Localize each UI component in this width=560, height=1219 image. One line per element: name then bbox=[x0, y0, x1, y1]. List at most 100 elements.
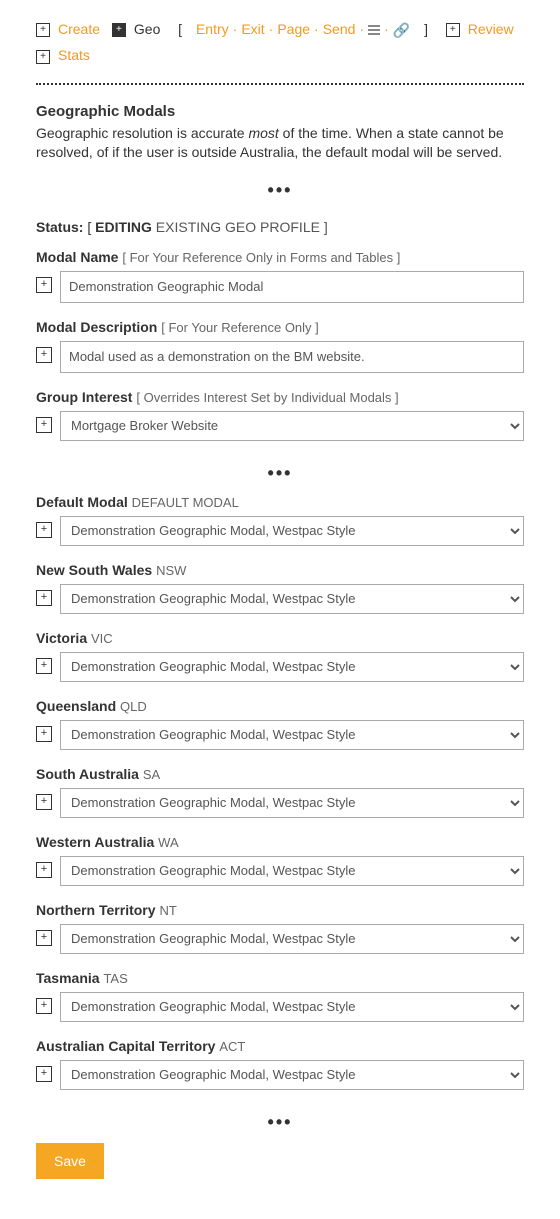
nav-entry[interactable]: Entry bbox=[196, 18, 229, 40]
status-label: Status: bbox=[36, 219, 83, 235]
region-block: Australian Capital Territory ACT + Demonst… bbox=[36, 1038, 524, 1090]
field-label: Victoria VIC bbox=[36, 630, 524, 646]
desc-em: most bbox=[248, 125, 278, 141]
field-modal-description: Modal Description [ For Your Reference O… bbox=[36, 319, 524, 373]
expand-icon[interactable]: + bbox=[36, 862, 52, 878]
field-label: South Australia SA bbox=[36, 766, 524, 782]
label-code: WA bbox=[158, 835, 178, 850]
field-label: Group Interest [ Overrides Interest Set … bbox=[36, 389, 524, 405]
region-select[interactable]: Demonstration Geographic Modal, Westpac … bbox=[60, 584, 524, 614]
section-title: Geographic Modals bbox=[36, 103, 524, 120]
label-code: ACT bbox=[219, 1039, 245, 1054]
expand-icon[interactable]: + bbox=[36, 277, 52, 293]
field-label: Modal Name [ For Your Reference Only in … bbox=[36, 249, 524, 265]
region-select[interactable]: Demonstration Geographic Modal, Westpac … bbox=[60, 516, 524, 546]
modal-description-input[interactable] bbox=[60, 341, 524, 373]
label-hint: [ Overrides Interest Set by Individual M… bbox=[136, 390, 398, 405]
status-open-bracket: [ bbox=[87, 219, 95, 235]
divider-dots: ••• bbox=[36, 1106, 524, 1143]
expand-icon[interactable]: + bbox=[36, 726, 52, 742]
modal-name-input[interactable] bbox=[60, 271, 524, 303]
label-code: VIC bbox=[91, 631, 113, 646]
field-modal-name: Modal Name [ For Your Reference Only in … bbox=[36, 249, 524, 303]
sep-dot: · bbox=[233, 18, 238, 40]
region-block: New South Wales NSW + Demonstration Geogra… bbox=[36, 562, 524, 614]
field-label: Western Australia WA bbox=[36, 834, 524, 850]
field-label: New South Wales NSW bbox=[36, 562, 524, 578]
label-code: NT bbox=[159, 903, 176, 918]
region-block: Tasmania TAS + Demonstration Geographic Mo… bbox=[36, 970, 524, 1022]
group-interest-select[interactable]: Mortgage Broker Website bbox=[60, 411, 524, 441]
sep-dot: · bbox=[359, 18, 364, 40]
hamburger-icon[interactable] bbox=[368, 25, 380, 35]
dotted-divider bbox=[36, 83, 524, 85]
desc-pre: Geographic resolution is accurate bbox=[36, 125, 248, 141]
regions-list: Default Modal DEFAULT MODAL + Demonstratio… bbox=[36, 494, 524, 1090]
expand-icon[interactable]: + bbox=[36, 930, 52, 946]
plus-filled-icon: + bbox=[112, 23, 126, 37]
field-label: Modal Description [ For Your Reference O… bbox=[36, 319, 524, 335]
region-block: Northern Territory NT + Demonstration Geog… bbox=[36, 902, 524, 954]
divider-dots: ••• bbox=[36, 457, 524, 494]
region-select[interactable]: Demonstration Geographic Modal, Westpac … bbox=[60, 720, 524, 750]
label-code: DEFAULT MODAL bbox=[132, 495, 239, 510]
divider-dots: ••• bbox=[36, 174, 524, 211]
field-label: Default Modal DEFAULT MODAL bbox=[36, 494, 524, 510]
plus-icon: + bbox=[446, 23, 460, 37]
field-label: Northern Territory NT bbox=[36, 902, 524, 918]
label-main: Group Interest bbox=[36, 389, 132, 405]
nav-exit[interactable]: Exit bbox=[241, 18, 264, 40]
region-block: Western Australia WA + Demonstration Geogr… bbox=[36, 834, 524, 886]
nav-create[interactable]: Create bbox=[58, 18, 100, 40]
region-select[interactable]: Demonstration Geographic Modal, Westpac … bbox=[60, 652, 524, 682]
page-root: + Create + Geo [ Entry · Exit · Page · S… bbox=[0, 0, 560, 1219]
nav-stats[interactable]: Stats bbox=[58, 44, 90, 66]
label-main: South Australia bbox=[36, 766, 139, 782]
label-main: Victoria bbox=[36, 630, 87, 646]
expand-icon[interactable]: + bbox=[36, 522, 52, 538]
save-button[interactable]: Save bbox=[36, 1143, 104, 1179]
expand-icon[interactable]: + bbox=[36, 998, 52, 1014]
label-main: Modal Description bbox=[36, 319, 157, 335]
expand-icon[interactable]: + bbox=[36, 1066, 52, 1082]
region-select[interactable]: Demonstration Geographic Modal, Westpac … bbox=[60, 788, 524, 818]
region-block: South Australia SA + Demonstration Geograp… bbox=[36, 766, 524, 818]
field-group-interest: Group Interest [ Overrides Interest Set … bbox=[36, 389, 524, 441]
region-select[interactable]: Demonstration Geographic Modal, Westpac … bbox=[60, 992, 524, 1022]
expand-icon[interactable]: + bbox=[36, 417, 52, 433]
sep-dot: · bbox=[384, 18, 389, 40]
nav-page[interactable]: Page bbox=[277, 18, 310, 40]
sep-dot: · bbox=[269, 18, 274, 40]
label-main: Northern Territory bbox=[36, 902, 156, 918]
sep-dot: · bbox=[314, 18, 319, 40]
expand-icon[interactable]: + bbox=[36, 347, 52, 363]
label-code: TAS bbox=[103, 971, 127, 986]
nav-review[interactable]: Review bbox=[468, 18, 514, 40]
nav-geo[interactable]: Geo bbox=[134, 18, 160, 40]
expand-icon[interactable]: + bbox=[36, 590, 52, 606]
plus-icon: + bbox=[36, 23, 50, 37]
region-select[interactable]: Demonstration Geographic Modal, Westpac … bbox=[60, 856, 524, 886]
link-icon[interactable]: 🔗 bbox=[393, 19, 410, 41]
expand-icon[interactable]: + bbox=[36, 794, 52, 810]
region-block: Victoria VIC + Demonstration Geographic Mo… bbox=[36, 630, 524, 682]
region-block: Default Modal DEFAULT MODAL + Demonstratio… bbox=[36, 494, 524, 546]
expand-icon[interactable]: + bbox=[36, 658, 52, 674]
region-select[interactable]: Demonstration Geographic Modal, Westpac … bbox=[60, 1060, 524, 1090]
top-nav: + Create + Geo [ Entry · Exit · Page · S… bbox=[36, 18, 524, 77]
bracket-open: [ bbox=[176, 18, 184, 40]
label-code: SA bbox=[143, 767, 160, 782]
nav-send[interactable]: Send bbox=[323, 18, 356, 40]
label-main: Australian Capital Territory bbox=[36, 1038, 215, 1054]
bracket-close: ] bbox=[422, 18, 430, 40]
region-block: Queensland QLD+Demonstration Geographic … bbox=[36, 698, 524, 750]
label-hint: [ For Your Reference Only ] bbox=[161, 320, 319, 335]
label-main: Queensland bbox=[36, 698, 116, 714]
label-main: Western Australia bbox=[36, 834, 154, 850]
status-line: Status: [ EDITING EXISTING GEO PROFILE ] bbox=[36, 219, 524, 235]
region-select[interactable]: Demonstration Geographic Modal, Westpac … bbox=[60, 924, 524, 954]
status-rest: EXISTING GEO PROFILE ] bbox=[152, 219, 328, 235]
field-label: Tasmania TAS bbox=[36, 970, 524, 986]
label-code: NSW bbox=[156, 563, 186, 578]
plus-icon: + bbox=[36, 50, 50, 64]
